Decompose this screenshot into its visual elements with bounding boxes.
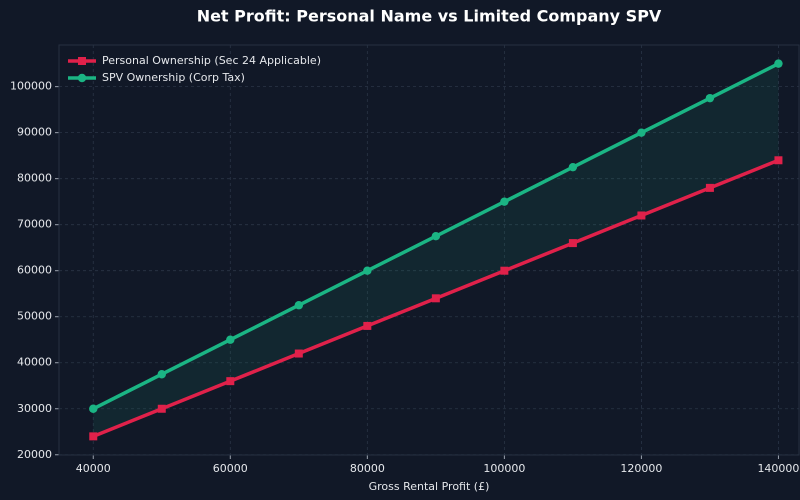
y-tick-label: 30000 [17,402,52,415]
data-point [157,370,166,379]
y-tick-label: 100000 [10,80,52,93]
x-tick-label: 140000 [757,462,799,475]
data-point [294,301,304,310]
data-point [294,349,303,358]
y-tick-label: 60000 [17,264,52,277]
data-point [637,211,646,220]
legend-marker [77,73,87,83]
data-point [226,377,235,386]
y-tick-label: 40000 [17,356,52,369]
data-point [89,404,98,413]
y-tick-label: 50000 [17,310,52,323]
data-point [568,239,577,248]
data-point [500,197,509,206]
data-point [89,432,98,441]
y-tick-label: 80000 [17,172,52,185]
x-tick-label: 120000 [620,462,662,475]
x-axis-label: Gross Rental Profit (£) [369,480,490,493]
data-point [363,266,372,275]
data-point [226,335,235,344]
data-point [431,294,440,303]
chart-title: Net Profit: Personal Name vs Limited Com… [197,7,662,26]
y-tick-label: 70000 [17,218,52,231]
data-point [568,162,578,172]
data-point [774,156,783,165]
data-point [705,183,714,192]
data-point [637,128,646,137]
data-point [157,404,166,413]
data-point [431,231,441,241]
x-tick-label: 100000 [483,462,525,475]
axes-frame [58,44,800,456]
legend-marker [78,57,86,65]
data-point [705,93,715,103]
x-tick-label: 60000 [213,462,248,475]
data-point [774,59,783,68]
difference-area [93,63,779,437]
legend-label: SPV Ownership (Corp Tax) [102,71,245,84]
x-tick-label: 40000 [76,462,111,475]
legend-label: Personal Ownership (Sec 24 Applicable) [102,54,321,67]
y-tick-label: 20000 [17,448,52,461]
y-tick-label: 90000 [17,126,52,139]
data-point [363,321,372,330]
data-point [500,266,509,275]
x-tick-label: 80000 [350,462,385,475]
